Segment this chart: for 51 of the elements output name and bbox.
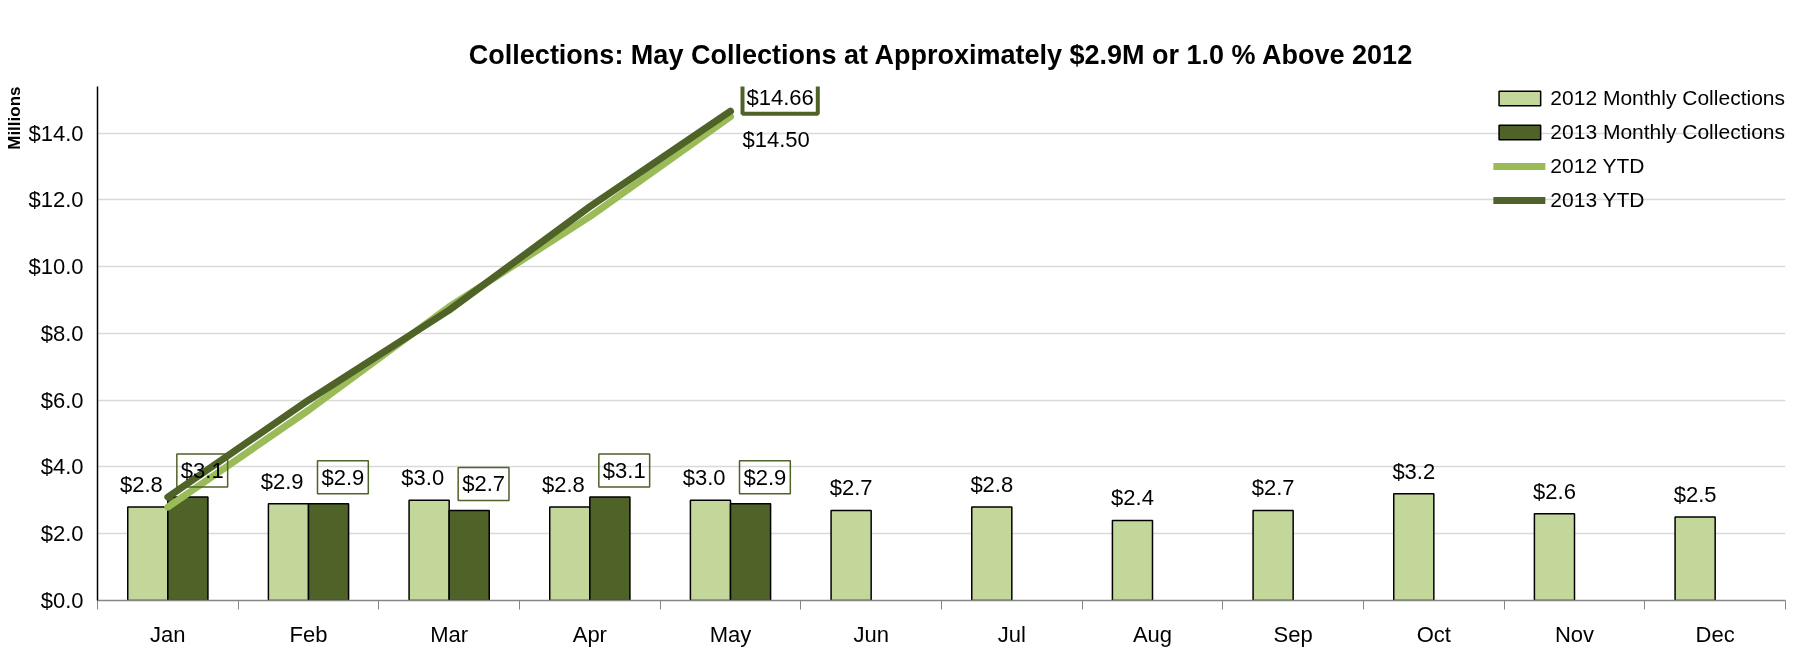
bar	[830, 509, 872, 601]
data-label: $2.7	[1251, 475, 1295, 501]
y-tick-label: $6.0	[40, 387, 84, 413]
y-tick-label: $10.0	[28, 254, 84, 280]
x-tick-label: Jan	[150, 621, 186, 647]
y-tick-label: $2.0	[40, 521, 84, 547]
legend-label: 2012 YTD	[1550, 154, 1645, 178]
bar	[970, 506, 1013, 601]
y-axis-title: Millions	[4, 86, 24, 150]
data-label: $2.9	[260, 468, 304, 494]
data-label: $2.4	[1111, 485, 1154, 511]
x-tick-label: Mar	[430, 621, 469, 647]
legend-label: 2013 YTD	[1550, 188, 1645, 212]
x-tick-label: Nov	[1554, 621, 1595, 647]
data-label: $2.7	[829, 475, 873, 501]
data-label: $2.5	[1673, 482, 1717, 508]
x-tick-label: May	[709, 621, 752, 647]
data-label: $14.66	[746, 84, 814, 110]
x-tick-label: Sep	[1273, 621, 1313, 647]
x-tick-label: Jun	[853, 621, 889, 647]
data-label: $3.0	[682, 465, 726, 491]
legend-label: 2013 Monthly Collections	[1550, 120, 1785, 144]
y-tick-label: $8.0	[40, 320, 84, 346]
x-tick-label: Apr	[572, 621, 607, 647]
data-label: $2.7	[462, 471, 505, 497]
x-tick-label: Feb	[289, 621, 328, 647]
data-label: $3.1	[602, 458, 646, 484]
data-label: $3.0	[401, 465, 445, 491]
data-label: $3.2	[1392, 458, 1436, 484]
data-label: $2.9	[743, 464, 787, 490]
bar	[1392, 492, 1435, 601]
bar	[1533, 512, 1576, 601]
y-tick-label: $12.0	[28, 187, 84, 213]
x-tick-label: Aug	[1132, 621, 1173, 647]
x-tick-label: Dec	[1695, 621, 1735, 647]
data-label: $2.8	[970, 472, 1014, 498]
y-tick-label: $4.0	[40, 454, 84, 480]
data-label: $14.50	[742, 126, 810, 152]
data-label: $2.8	[542, 472, 585, 498]
y-tick-label: $14.0	[28, 120, 84, 146]
legend-label: 2012 Monthly Collections	[1550, 86, 1785, 110]
bar	[1111, 519, 1154, 601]
bar	[1252, 509, 1294, 601]
data-label: $2.6	[1533, 478, 1576, 504]
data-label: $2.9	[321, 464, 365, 490]
data-label: $2.8	[120, 472, 163, 498]
x-tick-label: Oct	[1416, 621, 1451, 647]
x-tick-label: Jul	[997, 621, 1026, 647]
bar	[1674, 516, 1716, 601]
y-tick-label: $0.0	[40, 588, 84, 613]
chart-title: Collections: May Collections at Approximately $2.9M or 1.0 % Above 2012	[468, 39, 1413, 70]
